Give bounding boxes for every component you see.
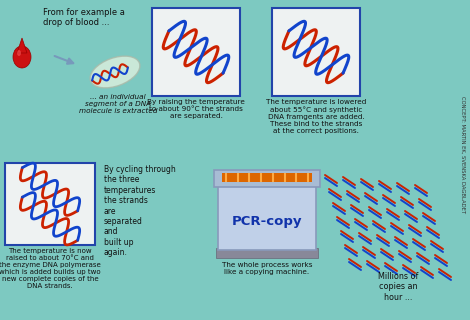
Text: By raising the temperature
to about 90°C the strands
are separated.: By raising the temperature to about 90°C… — [147, 99, 245, 119]
FancyBboxPatch shape — [222, 173, 312, 182]
Text: From for example a
drop of blood ...: From for example a drop of blood ... — [43, 8, 125, 28]
FancyArrowPatch shape — [55, 56, 73, 64]
FancyBboxPatch shape — [5, 163, 95, 245]
FancyBboxPatch shape — [216, 248, 318, 258]
Ellipse shape — [13, 46, 31, 68]
FancyBboxPatch shape — [272, 8, 360, 96]
Text: Millions of
copies an
hour ...: Millions of copies an hour ... — [378, 272, 418, 302]
Text: The whole process works
like a copying machine.: The whole process works like a copying m… — [222, 262, 312, 275]
Text: CONCEPT: MARTIN EK, SVENSKA DAGBLADET: CONCEPT: MARTIN EK, SVENSKA DAGBLADET — [461, 96, 465, 213]
Ellipse shape — [17, 50, 21, 56]
Ellipse shape — [90, 56, 140, 88]
Text: PCR-copy: PCR-copy — [232, 215, 302, 228]
Text: The temperature is now
raised to about 70°C and
the enzyme DNA polymerase
which : The temperature is now raised to about 7… — [0, 248, 101, 289]
Text: By cycling through
the three
temperatures
the strands
are
separated
and
built up: By cycling through the three temperature… — [104, 165, 176, 257]
Text: ... an individual
segment of a DNA
molecule is extracted: ... an individual segment of a DNA molec… — [79, 94, 157, 114]
Text: The temperature is lowered
about 55°C and synthetic
DNA framgents are added.
The: The temperature is lowered about 55°C an… — [266, 99, 366, 134]
FancyBboxPatch shape — [214, 170, 320, 187]
Polygon shape — [17, 38, 27, 53]
FancyBboxPatch shape — [218, 184, 316, 250]
FancyBboxPatch shape — [152, 8, 240, 96]
